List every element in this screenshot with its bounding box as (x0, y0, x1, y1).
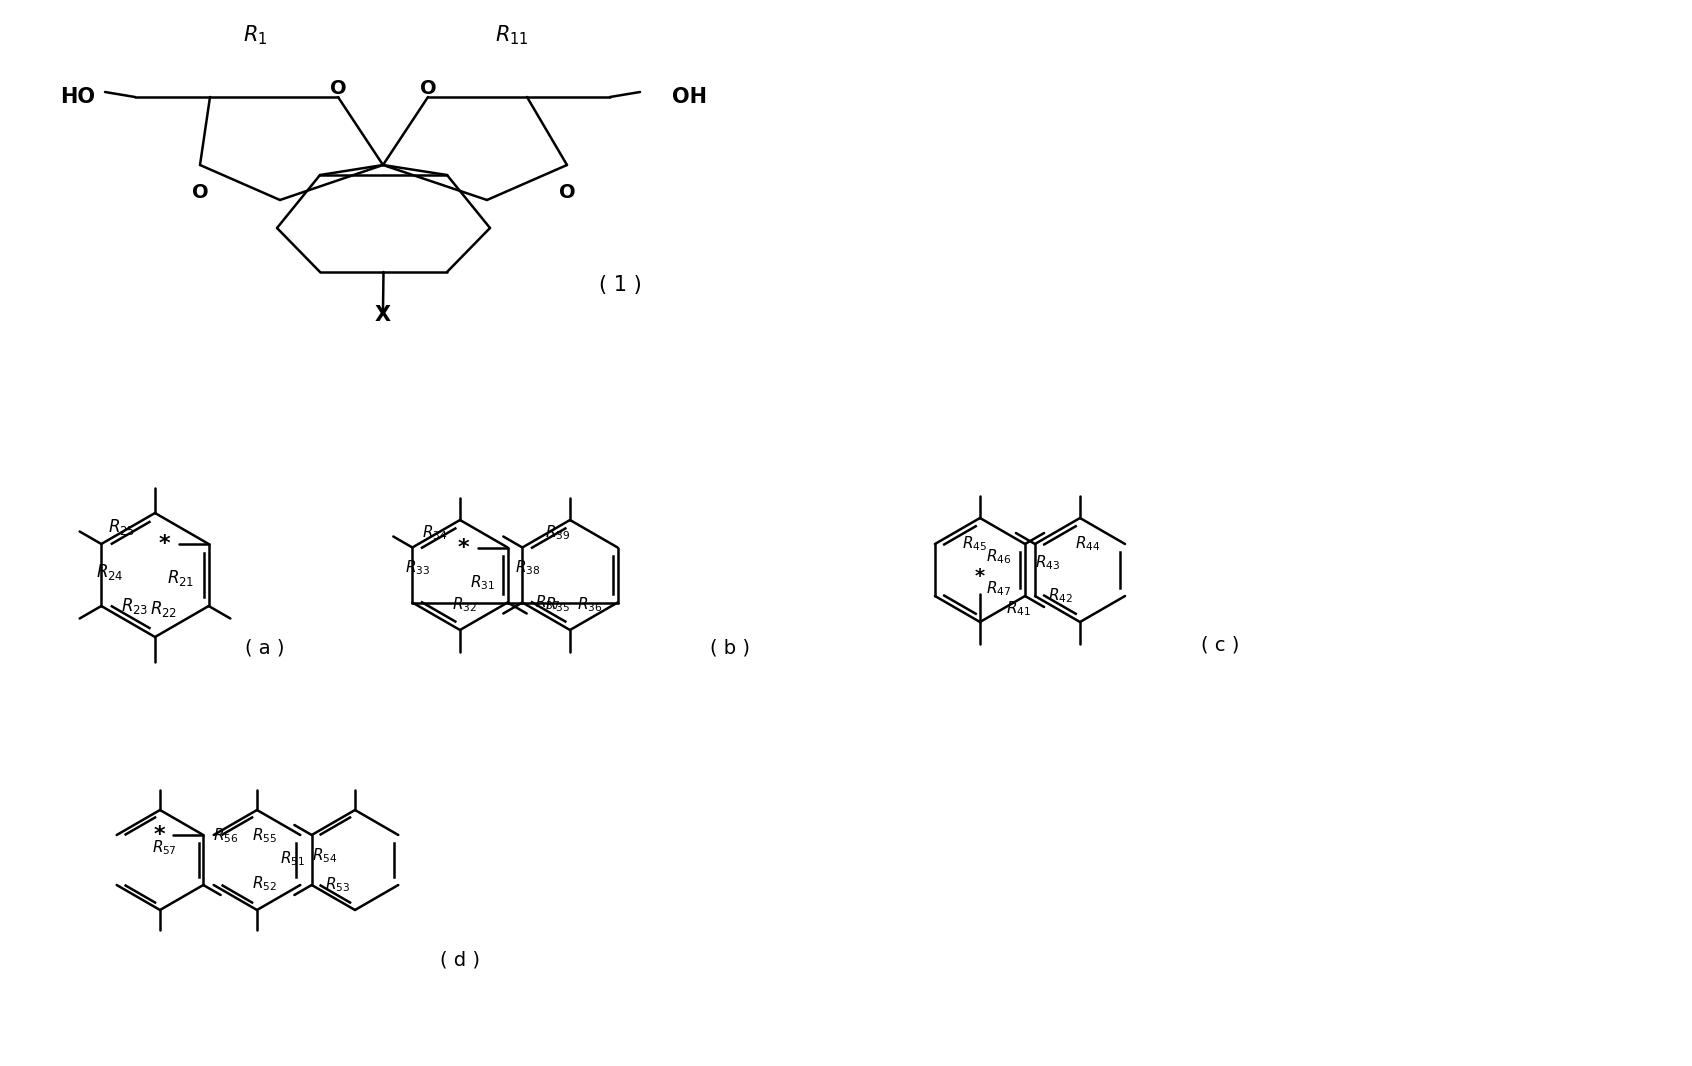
Text: $R_{39}$: $R_{39}$ (545, 523, 570, 542)
Text: ( d ): ( d ) (440, 951, 481, 969)
Text: $R_{54}$: $R_{54}$ (311, 846, 337, 866)
Text: $R_{36}$: $R_{36}$ (577, 596, 602, 614)
Text: $R_{31}$: $R_{31}$ (470, 574, 496, 592)
Text: $R_{41}$: $R_{41}$ (1007, 600, 1032, 618)
Text: $R_{57}$: $R_{57}$ (152, 839, 176, 857)
Text: $R_{52}$: $R_{52}$ (252, 874, 277, 893)
Text: $R_{23}$: $R_{23}$ (122, 596, 149, 616)
Text: *: * (459, 537, 470, 558)
Text: HO: HO (59, 87, 95, 107)
Text: $R_{53}$: $R_{53}$ (325, 875, 350, 894)
Text: X: X (376, 305, 391, 325)
Text: $R_{42}$: $R_{42}$ (1049, 586, 1073, 605)
Text: ( 1 ): ( 1 ) (599, 275, 641, 295)
Text: $R_{45}$: $R_{45}$ (963, 535, 988, 553)
Text: $R_{51}$: $R_{51}$ (279, 850, 305, 869)
Text: $R_{32}$: $R_{32}$ (452, 596, 477, 614)
Text: $R_{11}$: $R_{11}$ (496, 23, 530, 47)
Text: O: O (330, 79, 347, 97)
Text: $R_{21}$: $R_{21}$ (168, 568, 195, 588)
Text: $R_{47}$: $R_{47}$ (986, 579, 1012, 598)
Text: $R_{44}$: $R_{44}$ (1074, 535, 1100, 553)
Text: $R_{33}$: $R_{33}$ (404, 559, 430, 577)
Text: $R_{43}$: $R_{43}$ (1036, 553, 1061, 571)
Text: $R_{25}$: $R_{25}$ (108, 517, 135, 537)
Text: $R_{37}$: $R_{37}$ (535, 593, 560, 612)
Text: *: * (975, 567, 985, 586)
Text: $R_{38}$: $R_{38}$ (514, 559, 540, 577)
Text: $R_{34}$: $R_{34}$ (423, 523, 448, 542)
Text: O: O (420, 79, 437, 97)
Text: OH: OH (672, 87, 707, 107)
Text: $R_{46}$: $R_{46}$ (986, 548, 1012, 566)
Text: $R_{56}$: $R_{56}$ (213, 826, 239, 845)
Text: O: O (558, 182, 575, 201)
Text: O: O (191, 182, 208, 201)
Text: ( b ): ( b ) (711, 639, 750, 658)
Text: $R_1$: $R_1$ (244, 23, 267, 47)
Text: *: * (154, 825, 166, 845)
Text: $R_{24}$: $R_{24}$ (96, 562, 124, 582)
Text: *: * (159, 534, 171, 554)
Text: $R_{22}$: $R_{22}$ (151, 599, 178, 619)
Text: ( a ): ( a ) (245, 639, 284, 658)
Text: ( c ): ( c ) (1201, 635, 1239, 655)
Text: $R_{55}$: $R_{55}$ (252, 826, 277, 845)
Text: $R_{35}$: $R_{35}$ (545, 596, 570, 614)
